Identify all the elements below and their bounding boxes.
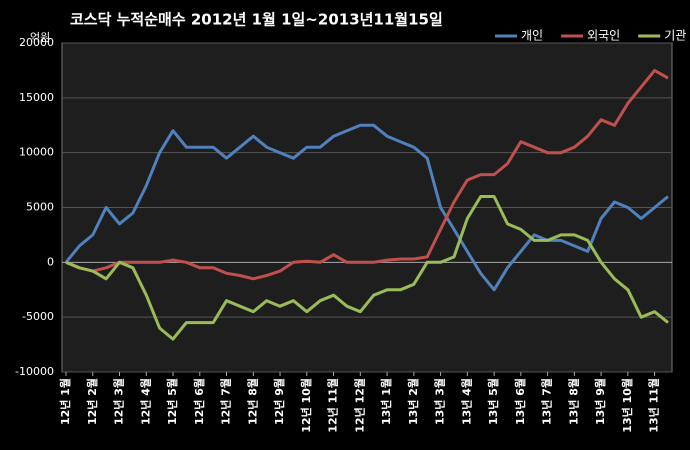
- series-line: [65, 68, 669, 281]
- series-line: [65, 195, 669, 341]
- y-tick-label: -10000: [15, 365, 54, 378]
- x-tick-label: 13년 1월: [379, 378, 393, 425]
- x-tick-label: 12년 5월: [165, 378, 179, 425]
- y-tick-label: 15000: [19, 91, 54, 104]
- x-tick-label: 13년 4월: [459, 378, 473, 425]
- x-tick-label: 13년 6월: [513, 378, 527, 425]
- x-tick-label: 13년 2월: [406, 378, 420, 425]
- y-tick-label: 0: [47, 255, 54, 268]
- x-tick-label: 12년 12월: [352, 378, 366, 433]
- legend-label: 기관: [664, 29, 686, 43]
- x-tick-label: 12년 9월: [272, 378, 286, 425]
- x-tick-label: 12년 10월: [299, 378, 313, 433]
- x-tick-label: 12년 11월: [326, 378, 340, 433]
- legend-label: 개인: [521, 29, 543, 43]
- y-tick-label: 5000: [26, 201, 54, 214]
- x-tick-label: 13년 3월: [433, 378, 447, 425]
- x-tick-label: 12년 8월: [245, 378, 259, 425]
- x-tick-label: 13년 5월: [486, 378, 500, 425]
- x-tick-label: 13년 8월: [566, 378, 580, 425]
- y-tick-label: -5000: [22, 310, 54, 323]
- x-tick-label: 12년 7월: [219, 378, 233, 425]
- chart-title: 코스닥 누적순매수 2012년 1월 1일~2013년11월15일: [70, 11, 443, 29]
- x-tick-label: 12년 2월: [85, 378, 99, 425]
- y-tick-label: 20000: [19, 36, 54, 49]
- x-tick-label: 12년 1월: [58, 378, 72, 425]
- x-tick-label: 13년 7월: [540, 378, 554, 425]
- legend-label: 외국인: [587, 29, 620, 43]
- y-axis-label: 억원: [30, 31, 50, 44]
- x-tick-label: 12년 6월: [192, 378, 206, 425]
- series-line: [64, 123, 669, 292]
- x-tick-label: 13년 11월: [647, 378, 661, 433]
- x-tick-label: 12년 3월: [112, 378, 126, 425]
- x-tick-label: 13년 10월: [620, 378, 634, 433]
- x-tick-label: 13년 9월: [593, 378, 607, 425]
- x-tick-label: 12년 4월: [138, 378, 152, 425]
- y-tick-label: 10000: [19, 146, 54, 159]
